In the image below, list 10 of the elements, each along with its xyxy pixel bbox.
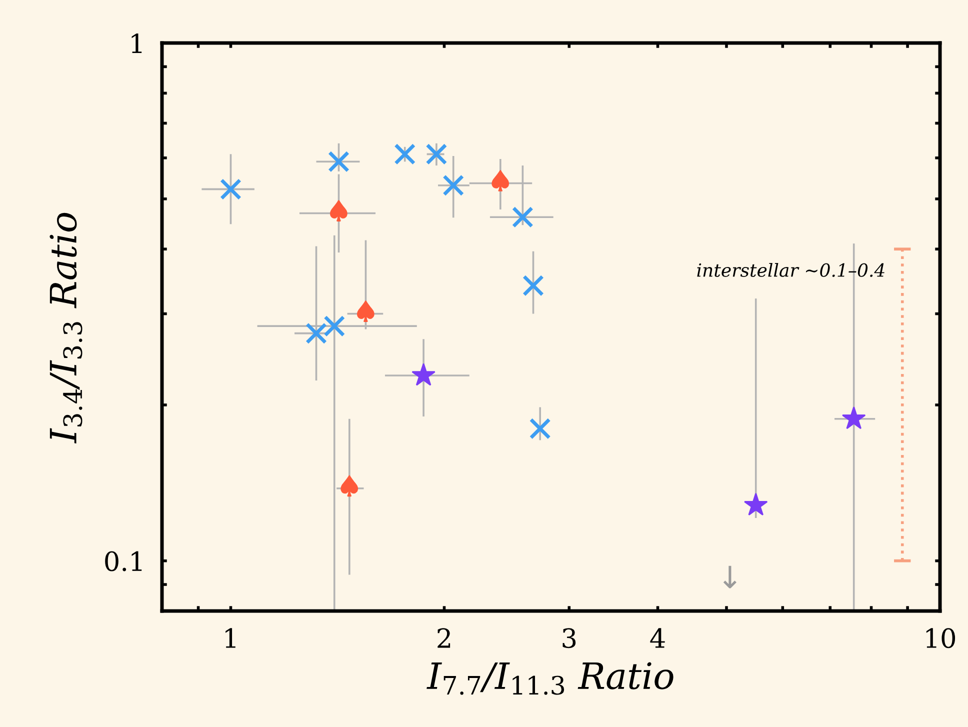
x-tick-label: 3 <box>562 628 576 648</box>
x-tick-label: 4 <box>650 628 665 648</box>
annotation: interstellar ~0.1–0.4 <box>697 262 884 277</box>
x-tick-label: 2 <box>438 628 450 648</box>
x-tick-label: 10 <box>926 628 956 648</box>
y-axis-title: I$_{3.4}$/I$_{3.3}$ Ratio <box>50 212 82 444</box>
x-axis-title: I$_{7.7}$/I$_{11.3}$ Ratio <box>426 662 674 695</box>
y-tick-label: 0.1 <box>105 551 142 572</box>
annotation: ↓ <box>723 566 736 588</box>
x-tick-label: 1 <box>226 628 236 648</box>
